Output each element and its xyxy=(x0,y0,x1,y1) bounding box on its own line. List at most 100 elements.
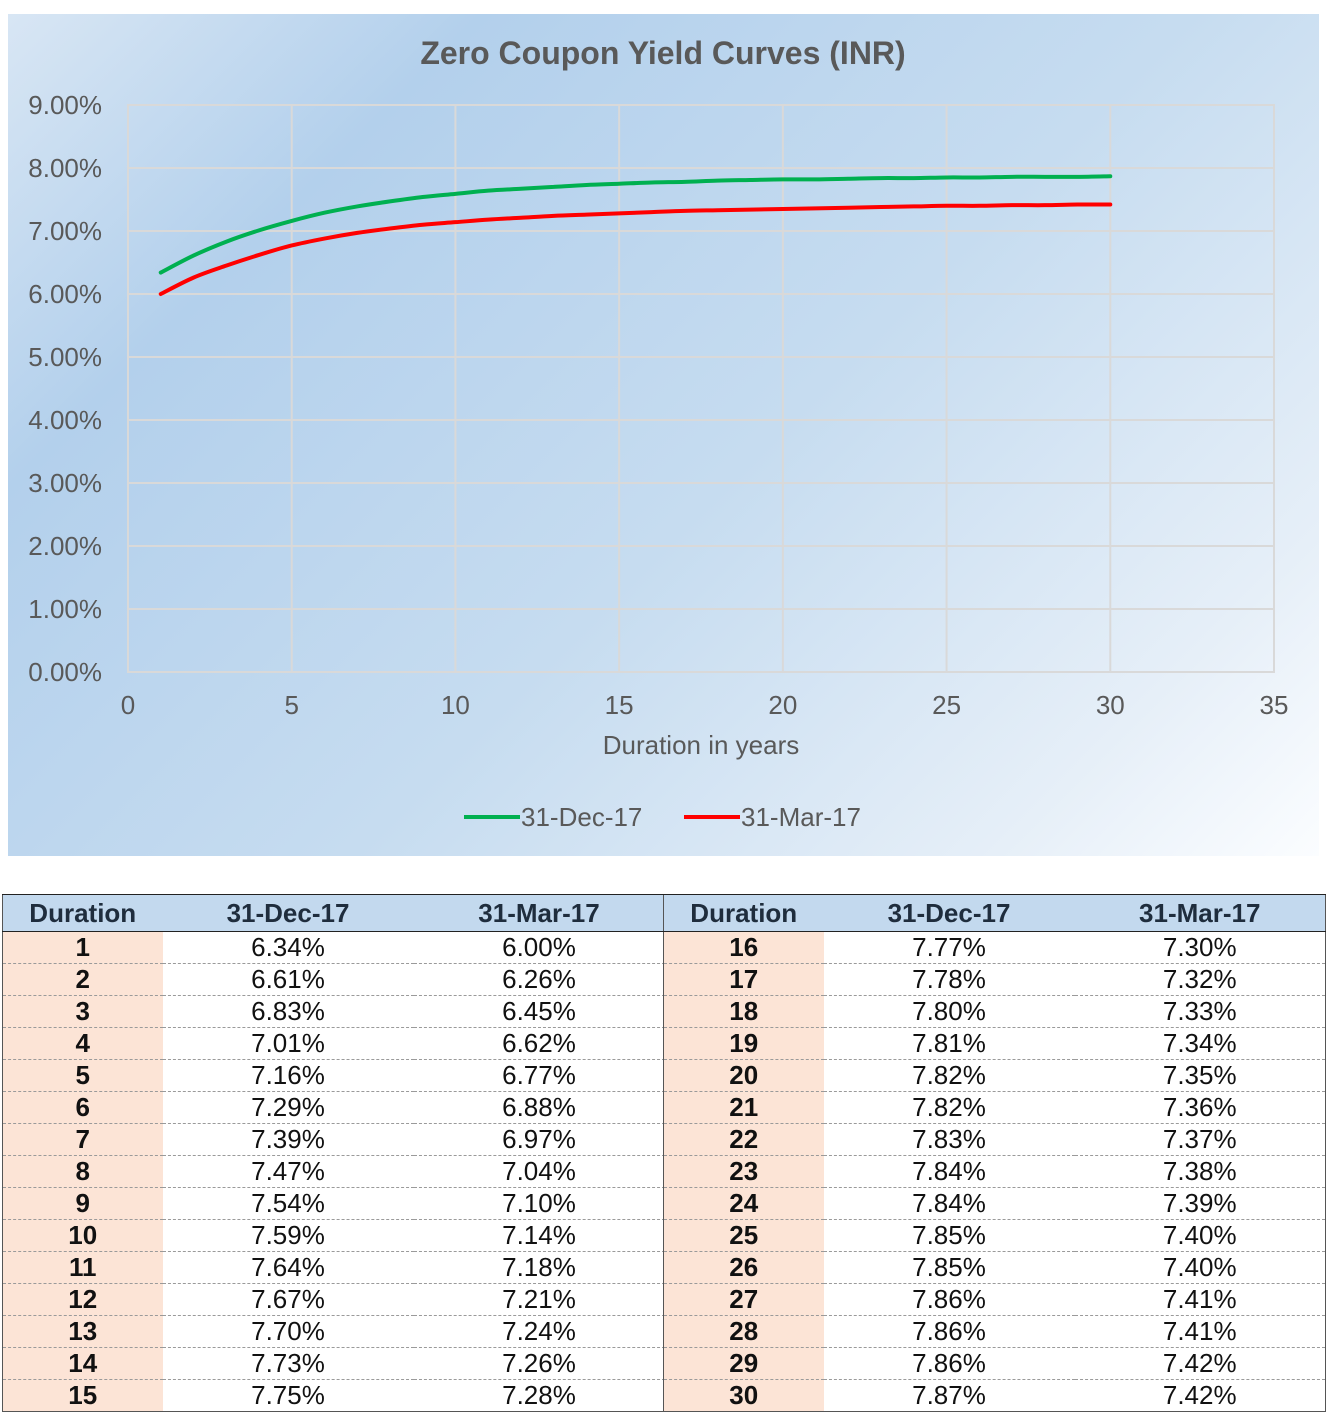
mar-17-cell: 7.42% xyxy=(1074,1379,1326,1412)
table-row: 9 7.54% 7.10% xyxy=(2,1187,665,1220)
dec-17-cell: 6.34% xyxy=(162,931,414,964)
duration-cell: 17 xyxy=(663,963,824,996)
dec-17-cell: 7.01% xyxy=(162,1027,414,1060)
table-row: 1 6.34% 6.00% xyxy=(2,931,665,964)
table-row: 26 7.85% 7.40% xyxy=(663,1251,1326,1284)
mar-17-cell: 7.40% xyxy=(1074,1219,1326,1252)
mar-17-cell: 7.41% xyxy=(1074,1283,1326,1316)
mar-17-cell: 7.33% xyxy=(1074,995,1326,1028)
duration-cell: 22 xyxy=(663,1123,824,1156)
dec-17-cell: 7.86% xyxy=(823,1315,1075,1348)
chart-title: Zero Coupon Yield Curves (INR) xyxy=(420,35,905,71)
mar-17-cell: 7.30% xyxy=(1074,931,1326,964)
table-row: 12 7.67% 7.21% xyxy=(2,1283,665,1316)
dec-17-cell: 7.80% xyxy=(823,995,1075,1028)
dec-17-cell: 7.29% xyxy=(162,1091,414,1124)
table-row: 29 7.86% 7.42% xyxy=(663,1347,1326,1380)
table-row: 14 7.73% 7.26% xyxy=(2,1347,665,1380)
plot-area-border xyxy=(127,104,1275,673)
duration-cell: 1 xyxy=(2,931,163,964)
table-header-row: Duration 31-Dec-17 31-Mar-17 xyxy=(2,894,665,932)
y-tick-label: 0.00% xyxy=(28,657,102,687)
y-tick-label: 5.00% xyxy=(28,342,102,372)
dec-17-cell: 7.75% xyxy=(162,1379,414,1412)
header-31-dec-17: 31-Dec-17 xyxy=(823,894,1075,932)
table-row: 11 7.64% 7.18% xyxy=(2,1251,665,1284)
mar-17-cell: 6.26% xyxy=(413,963,665,996)
mar-17-cell: 7.36% xyxy=(1074,1091,1326,1124)
duration-cell: 7 xyxy=(2,1123,163,1156)
dec-17-cell: 7.47% xyxy=(162,1155,414,1188)
mar-17-cell: 7.26% xyxy=(413,1347,665,1380)
duration-cell: 27 xyxy=(663,1283,824,1316)
table-row: 8 7.47% 7.04% xyxy=(2,1155,665,1188)
mar-17-cell: 7.42% xyxy=(1074,1347,1326,1380)
dec-17-cell: 7.82% xyxy=(823,1091,1075,1124)
dec-17-cell: 7.81% xyxy=(823,1027,1075,1060)
y-tick-label: 7.00% xyxy=(28,216,102,246)
header-duration: Duration xyxy=(2,894,163,932)
table-row: 19 7.81% 7.34% xyxy=(663,1027,1326,1060)
duration-cell: 8 xyxy=(2,1155,163,1188)
table-row: 16 7.77% 7.30% xyxy=(663,931,1326,964)
duration-cell: 30 xyxy=(663,1379,824,1412)
duration-cell: 28 xyxy=(663,1315,824,1348)
series-line-31-mar-17 xyxy=(158,202,1113,296)
header-31-mar-17: 31-Mar-17 xyxy=(1074,894,1326,932)
dec-17-cell: 7.85% xyxy=(823,1251,1075,1284)
chart-legend: 31-Dec-17 31-Mar-17 xyxy=(464,802,861,832)
duration-cell: 29 xyxy=(663,1347,824,1380)
mar-17-cell: 7.28% xyxy=(413,1379,665,1412)
chart-series xyxy=(158,174,1113,296)
dec-17-cell: 7.70% xyxy=(162,1315,414,1348)
duration-cell: 19 xyxy=(663,1027,824,1060)
dec-17-cell: 7.86% xyxy=(823,1283,1075,1316)
yield-curve-chart: Zero Coupon Yield Curves (INR) 0.00% 1.00… xyxy=(28,35,1289,832)
yield-table-right: Duration 31-Dec-17 31-Mar-17 16 7.77% 7.30… xyxy=(663,894,1326,1412)
duration-cell: 3 xyxy=(2,995,163,1028)
duration-cell: 13 xyxy=(2,1315,163,1348)
x-tick-label: 30 xyxy=(1096,690,1125,720)
duration-cell: 14 xyxy=(2,1347,163,1380)
table-row: 25 7.85% 7.40% xyxy=(663,1219,1326,1252)
x-tick-label: 35 xyxy=(1260,690,1289,720)
y-tick-label: 4.00% xyxy=(28,405,102,435)
duration-cell: 11 xyxy=(2,1251,163,1284)
duration-cell: 18 xyxy=(663,995,824,1028)
y-tick-label: 9.00% xyxy=(28,90,102,120)
mar-17-cell: 7.40% xyxy=(1074,1251,1326,1284)
table-row: 17 7.78% 7.32% xyxy=(663,963,1326,996)
mar-17-cell: 7.32% xyxy=(1074,963,1326,996)
duration-cell: 21 xyxy=(663,1091,824,1124)
x-tick-label: 5 xyxy=(284,690,298,720)
table-row: 22 7.83% 7.37% xyxy=(663,1123,1326,1156)
table-row: 6 7.29% 6.88% xyxy=(2,1091,665,1124)
header-31-dec-17: 31-Dec-17 xyxy=(162,894,414,932)
mar-17-cell: 6.00% xyxy=(413,931,665,964)
table-row: 13 7.70% 7.24% xyxy=(2,1315,665,1348)
duration-cell: 9 xyxy=(2,1187,163,1220)
mar-17-cell: 6.88% xyxy=(413,1091,665,1124)
mar-17-cell: 7.10% xyxy=(413,1187,665,1220)
mar-17-cell: 7.04% xyxy=(413,1155,665,1188)
table-row: 15 7.75% 7.28% xyxy=(2,1379,665,1412)
dec-17-cell: 7.59% xyxy=(162,1219,414,1252)
x-tick-label: 0 xyxy=(121,690,135,720)
duration-cell: 16 xyxy=(663,931,824,964)
dec-17-cell: 7.16% xyxy=(162,1059,414,1092)
dec-17-cell: 7.77% xyxy=(823,931,1075,964)
duration-cell: 26 xyxy=(663,1251,824,1284)
yield-table-left: Duration 31-Dec-17 31-Mar-17 1 6.34% 6.00%… xyxy=(2,894,665,1412)
x-tick-label: 25 xyxy=(932,690,961,720)
table-row: 20 7.82% 7.35% xyxy=(663,1059,1326,1092)
mar-17-cell: 7.39% xyxy=(1074,1187,1326,1220)
table-row: 5 7.16% 6.77% xyxy=(2,1059,665,1092)
dec-17-cell: 7.84% xyxy=(823,1187,1075,1220)
table-row: 23 7.84% 7.38% xyxy=(663,1155,1326,1188)
dec-17-cell: 7.86% xyxy=(823,1347,1075,1380)
series-line-31-dec-17 xyxy=(158,174,1113,275)
table-row: 10 7.59% 7.14% xyxy=(2,1219,665,1252)
duration-cell: 2 xyxy=(2,963,163,996)
x-tick-label: 20 xyxy=(768,690,797,720)
dec-17-cell: 7.67% xyxy=(162,1283,414,1316)
